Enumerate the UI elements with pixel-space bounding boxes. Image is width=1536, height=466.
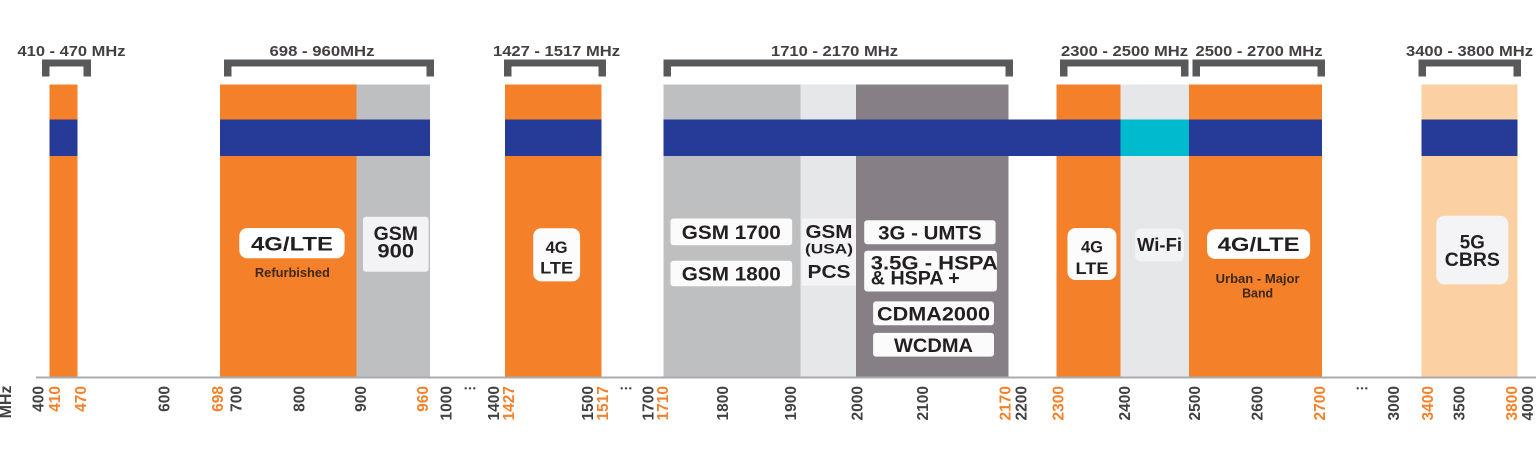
svg-text:900: 900 — [353, 386, 370, 412]
svg-text:2500: 2500 — [1187, 386, 1204, 420]
svg-text:3400 - 3800 MHz: 3400 - 3800 MHz — [1406, 43, 1533, 60]
svg-text:2200: 2200 — [1014, 386, 1031, 420]
svg-text:LTE: LTE — [540, 259, 573, 278]
svg-text:CDMA2000: CDMA2000 — [877, 305, 990, 326]
svg-text:GSM: GSM — [374, 224, 418, 245]
svg-text:CBRS: CBRS — [1445, 250, 1500, 271]
svg-text:GSM 1700: GSM 1700 — [682, 223, 781, 244]
svg-text:2300 - 2500 MHz: 2300 - 2500 MHz — [1061, 43, 1188, 60]
svg-text:3000: 3000 — [1386, 386, 1403, 420]
svg-text:3G - UMTS: 3G - UMTS — [878, 224, 982, 245]
svg-text:(USA): (USA) — [805, 241, 853, 257]
svg-text:PCS: PCS — [808, 261, 851, 282]
svg-text:2400: 2400 — [1117, 386, 1134, 420]
svg-text:Wi-Fi: Wi-Fi — [1137, 235, 1182, 255]
svg-text:1900: 1900 — [783, 386, 800, 420]
svg-text:410: 410 — [47, 386, 64, 412]
svg-text:700: 700 — [228, 386, 245, 412]
svg-text:1000: 1000 — [439, 386, 456, 420]
svg-text:GSM 1800: GSM 1800 — [682, 264, 781, 285]
svg-text:600: 600 — [157, 386, 174, 412]
svg-text:410 - 470 MHz: 410 - 470 MHz — [18, 43, 126, 60]
svg-text:& HSPA +: & HSPA + — [871, 269, 960, 290]
svg-text:GSM: GSM — [806, 221, 853, 242]
svg-text:2500 - 2700 MHz: 2500 - 2700 MHz — [1196, 43, 1323, 60]
svg-text:900: 900 — [377, 242, 414, 263]
svg-text:1400: 1400 — [486, 386, 503, 420]
svg-text:5G: 5G — [1460, 233, 1485, 254]
svg-text:1427: 1427 — [501, 386, 518, 420]
svg-text:LTE: LTE — [1076, 259, 1109, 278]
svg-text:400: 400 — [31, 386, 48, 412]
svg-text:3400: 3400 — [1420, 386, 1437, 420]
svg-text:1800: 1800 — [715, 386, 732, 420]
svg-text:2000: 2000 — [850, 386, 867, 420]
svg-text:WCDMA: WCDMA — [894, 336, 973, 357]
svg-text:MHz: MHz — [0, 386, 15, 419]
svg-text:Band: Band — [1242, 287, 1273, 301]
svg-text:800: 800 — [291, 386, 308, 412]
svg-text:2700: 2700 — [1312, 386, 1329, 420]
svg-text:2100: 2100 — [915, 386, 932, 420]
svg-text:1700: 1700 — [640, 386, 657, 420]
svg-text:4G/LTE: 4G/LTE — [251, 235, 333, 256]
svg-text:698 - 960MHz: 698 - 960MHz — [270, 43, 375, 60]
svg-text:3.5G - HSPA: 3.5G - HSPA — [871, 254, 998, 275]
svg-text:470: 470 — [73, 386, 90, 412]
svg-text:2170: 2170 — [998, 386, 1015, 420]
svg-text:4G/LTE: 4G/LTE — [1218, 235, 1300, 256]
svg-text:1500: 1500 — [580, 386, 597, 420]
svg-text:Refurbished: Refurbished — [255, 266, 330, 280]
svg-text:3800: 3800 — [1504, 386, 1521, 420]
svg-text:3500: 3500 — [1452, 386, 1469, 420]
svg-text:1427 - 1517 MHz: 1427 - 1517 MHz — [493, 43, 620, 60]
svg-text:1710: 1710 — [655, 386, 672, 420]
svg-text:2600: 2600 — [1250, 386, 1267, 420]
svg-text:960: 960 — [415, 386, 432, 412]
svg-text:4G: 4G — [546, 238, 568, 257]
svg-text:Urban - Major: Urban - Major — [1216, 272, 1300, 286]
svg-text:2300: 2300 — [1051, 386, 1068, 420]
svg-text:1517: 1517 — [595, 386, 612, 420]
svg-text:4000: 4000 — [1520, 386, 1536, 420]
svg-text:4G: 4G — [1081, 238, 1103, 257]
svg-text:698: 698 — [210, 386, 227, 412]
svg-text:1710 - 2170 MHz: 1710 - 2170 MHz — [771, 43, 898, 60]
